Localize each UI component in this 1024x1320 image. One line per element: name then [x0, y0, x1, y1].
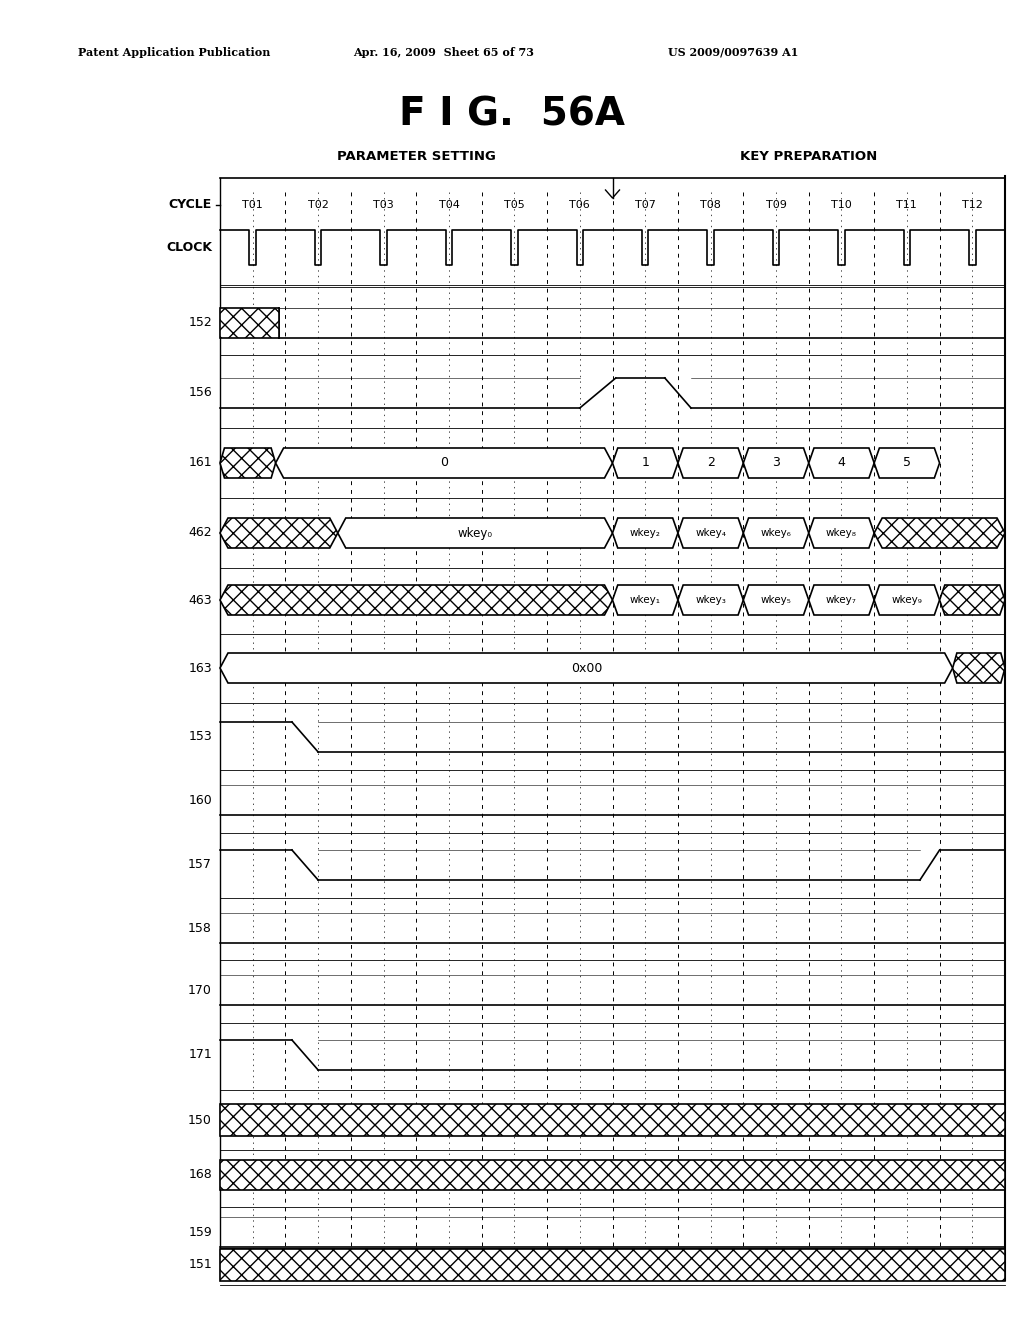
Polygon shape — [220, 585, 612, 615]
Text: US 2009/0097639 A1: US 2009/0097639 A1 — [668, 46, 799, 58]
Text: 1: 1 — [641, 457, 649, 470]
Text: T04: T04 — [438, 201, 460, 210]
Polygon shape — [678, 585, 743, 615]
Bar — [220, 1249, 1005, 1280]
Polygon shape — [612, 447, 678, 478]
Polygon shape — [612, 585, 678, 615]
Text: CLOCK: CLOCK — [166, 242, 212, 253]
Polygon shape — [220, 517, 338, 548]
Text: 3: 3 — [772, 457, 780, 470]
Text: 153: 153 — [188, 730, 212, 743]
Text: wkey₄: wkey₄ — [695, 528, 726, 539]
Text: wkey₀: wkey₀ — [458, 527, 493, 540]
Text: wkey₉: wkey₉ — [892, 595, 923, 605]
Polygon shape — [743, 517, 809, 548]
Text: T09: T09 — [766, 201, 786, 210]
Polygon shape — [874, 517, 1005, 548]
Text: 150: 150 — [188, 1114, 212, 1126]
Text: 4: 4 — [838, 457, 846, 470]
Polygon shape — [874, 585, 940, 615]
Polygon shape — [952, 653, 1005, 682]
Polygon shape — [809, 585, 874, 615]
Text: wkey₈: wkey₈ — [826, 528, 857, 539]
Text: T08: T08 — [700, 201, 721, 210]
Text: T05: T05 — [504, 201, 524, 210]
Text: 170: 170 — [188, 983, 212, 997]
Text: 171: 171 — [188, 1048, 212, 1061]
Polygon shape — [874, 447, 940, 478]
Text: 156: 156 — [188, 387, 212, 400]
Text: wkey₃: wkey₃ — [695, 595, 726, 605]
Text: Patent Application Publication: Patent Application Publication — [78, 46, 270, 58]
Text: wkey₆: wkey₆ — [761, 528, 792, 539]
Text: 152: 152 — [188, 317, 212, 330]
Polygon shape — [678, 447, 743, 478]
Text: 161: 161 — [188, 457, 212, 470]
Bar — [220, 1104, 1005, 1137]
Text: T01: T01 — [243, 201, 263, 210]
Text: 163: 163 — [188, 661, 212, 675]
Text: Apr. 16, 2009  Sheet 65 of 73: Apr. 16, 2009 Sheet 65 of 73 — [353, 46, 534, 58]
Text: 160: 160 — [188, 793, 212, 807]
Text: 159: 159 — [188, 1225, 212, 1238]
Polygon shape — [338, 517, 612, 548]
Polygon shape — [940, 585, 1005, 615]
Text: CYCLE: CYCLE — [169, 198, 212, 211]
Text: wkey₅: wkey₅ — [761, 595, 792, 605]
Text: wkey₇: wkey₇ — [826, 595, 857, 605]
Text: 168: 168 — [188, 1168, 212, 1181]
Text: 5: 5 — [903, 457, 911, 470]
Text: T10: T10 — [831, 201, 852, 210]
Text: 151: 151 — [188, 1258, 212, 1271]
Text: 157: 157 — [188, 858, 212, 871]
Text: 0: 0 — [440, 457, 449, 470]
Polygon shape — [220, 653, 952, 682]
Text: wkey₁: wkey₁ — [630, 595, 660, 605]
Polygon shape — [220, 447, 275, 478]
Text: T07: T07 — [635, 201, 655, 210]
Text: T12: T12 — [962, 201, 983, 210]
Bar — [220, 1160, 1005, 1191]
Polygon shape — [743, 447, 809, 478]
Bar — [220, 308, 279, 338]
Text: T02: T02 — [307, 201, 329, 210]
Text: T06: T06 — [569, 201, 590, 210]
Text: wkey₂: wkey₂ — [630, 528, 660, 539]
Text: F I G.  56A: F I G. 56A — [399, 96, 625, 135]
Polygon shape — [809, 517, 874, 548]
Text: T11: T11 — [896, 201, 918, 210]
Polygon shape — [678, 517, 743, 548]
Polygon shape — [809, 447, 874, 478]
Text: 462: 462 — [188, 527, 212, 540]
Text: 2: 2 — [707, 457, 715, 470]
Text: 463: 463 — [188, 594, 212, 606]
Polygon shape — [275, 447, 612, 478]
Polygon shape — [612, 517, 678, 548]
Text: 158: 158 — [188, 921, 212, 935]
Text: KEY PREPARATION: KEY PREPARATION — [740, 150, 878, 164]
Text: 0x00: 0x00 — [570, 661, 602, 675]
Text: PARAMETER SETTING: PARAMETER SETTING — [337, 150, 496, 164]
Polygon shape — [743, 585, 809, 615]
Text: T03: T03 — [373, 201, 394, 210]
